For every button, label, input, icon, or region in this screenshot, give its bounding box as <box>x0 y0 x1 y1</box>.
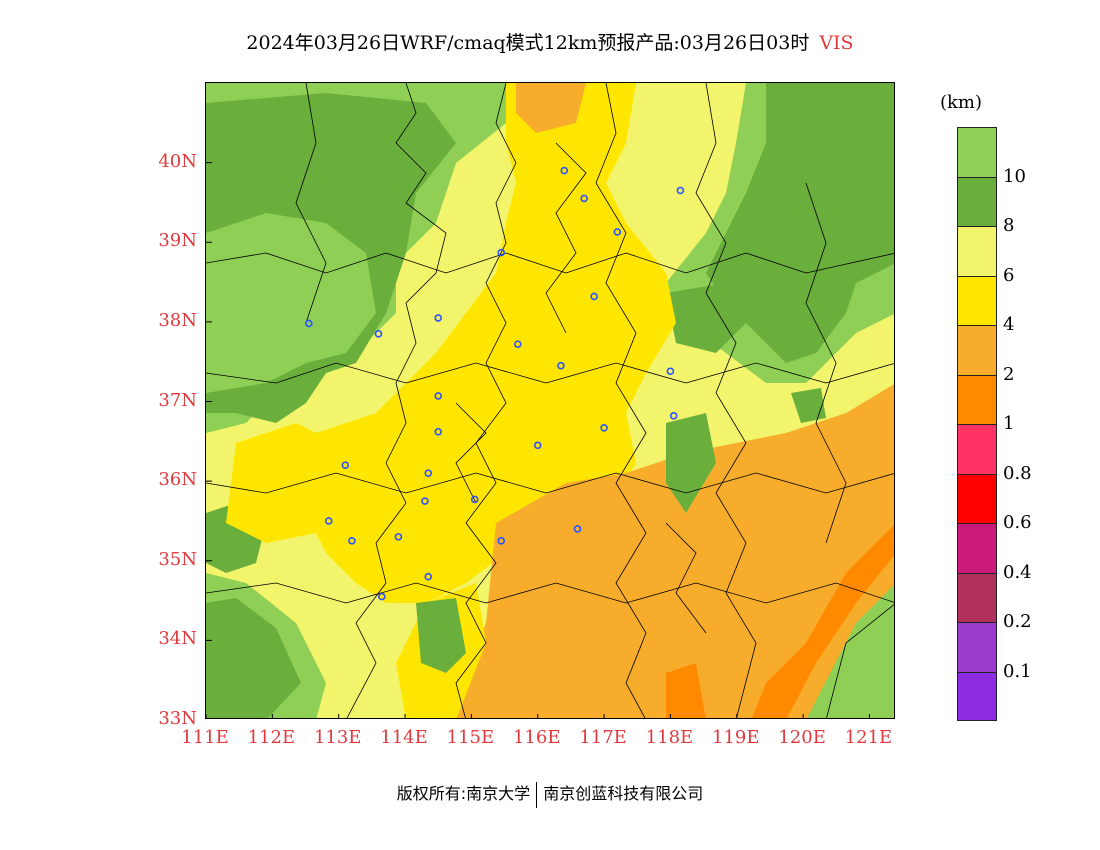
city-marker <box>434 427 443 436</box>
region-vis-8-10-sw <box>206 598 301 718</box>
legend-tick-label: 0.2 <box>1003 611 1032 632</box>
lon-label-117E: 117E <box>579 727 627 748</box>
city-marker <box>305 319 313 328</box>
city-marker <box>394 533 403 541</box>
city-marker <box>470 495 479 504</box>
lat-label-37N: 37N <box>158 389 197 411</box>
lon-label-120E: 120E <box>778 727 826 748</box>
lon-label-118E: 118E <box>645 727 694 748</box>
color-legend <box>957 127 997 721</box>
lat-label-33N: 33N <box>158 708 197 729</box>
lon-label-116E: 116E <box>512 727 561 748</box>
admin-boundaries <box>206 83 894 718</box>
lon-label-114E: 114E <box>380 727 428 748</box>
legend-tick-label: 6 <box>1003 264 1015 286</box>
region-vis-2-4-north <box>516 83 586 133</box>
title-text: 2024年03月26日WRF/cmaq模式12km预报产品:03月26日03时 <box>246 32 810 54</box>
legend-tick-label: 0.4 <box>1003 561 1032 583</box>
lon-label-121E: 121E <box>844 727 893 748</box>
city-marker <box>590 292 598 301</box>
legend-swatch-4 <box>957 325 997 375</box>
city-marker <box>669 412 678 420</box>
lat-label-35N: 35N <box>158 548 197 570</box>
lon-label-112E: 112E <box>247 727 296 748</box>
city-marker <box>374 330 383 338</box>
variable-name: VIS <box>819 32 854 54</box>
city-marker <box>341 461 350 470</box>
lon-label-115E: 115E <box>446 727 495 748</box>
city-marker <box>533 441 542 450</box>
lat-label-34N: 34N <box>158 628 197 650</box>
city-marker <box>424 572 433 581</box>
region-vis-2-4-south <box>456 384 894 718</box>
company-text: 南京创蓝科技有限公司 <box>543 784 704 803</box>
region-vis-8-10-south-patch <box>416 598 466 673</box>
legend-swatch-5 <box>957 374 997 424</box>
legend-tick-label: 1 <box>1003 413 1015 434</box>
city-marker <box>666 367 675 376</box>
city-marker <box>348 537 356 545</box>
region-vis-8-10-east-patch <box>666 413 716 513</box>
legend-unit: (km) <box>940 92 983 113</box>
city-marker <box>434 392 443 400</box>
city-marker <box>580 194 588 203</box>
legend-swatch-8 <box>957 523 997 573</box>
city-marker <box>676 186 685 195</box>
lat-label-36N: 36N <box>158 469 197 491</box>
city-marker <box>421 497 429 505</box>
forecast-map <box>205 82 895 719</box>
region-vis-8-10-ne <box>706 83 894 363</box>
legend-tick-label: 10 <box>1003 165 1026 187</box>
legend-tick-label: 0.8 <box>1003 462 1032 484</box>
city-marker <box>497 248 506 257</box>
city-marker <box>573 525 582 533</box>
legend-swatch-2 <box>957 226 997 276</box>
city-markers <box>305 166 685 601</box>
legend-swatch-11 <box>957 671 997 721</box>
lon-label-119E: 119E <box>712 727 760 748</box>
city-marker <box>613 228 622 236</box>
legend-swatch-7 <box>957 473 997 523</box>
map-title: 2024年03月26日WRF/cmaq模式12km预报产品:03月26日03时 V… <box>0 28 1100 55</box>
legend-tick-label: 0.6 <box>1003 512 1032 533</box>
footer: 版权所有:南京大学 南京创蓝科技有限公司 <box>0 780 1100 808</box>
legend-tick-label: 8 <box>1003 215 1015 236</box>
legend-swatch-9 <box>957 572 997 622</box>
region-vis-4-6-west <box>226 423 346 543</box>
legend-tick-label: 2 <box>1003 363 1015 385</box>
city-marker <box>600 423 608 432</box>
city-marker <box>434 314 443 322</box>
city-marker <box>497 537 506 545</box>
legend-swatch-10 <box>957 622 997 672</box>
city-marker <box>557 361 565 370</box>
region-vis-gt10-se <box>807 585 894 718</box>
region-vis-1-2-patch <box>666 663 706 718</box>
city-marker <box>378 592 386 601</box>
city-marker <box>560 166 569 175</box>
legend-swatch-1 <box>957 176 997 226</box>
lon-label-111E: 111E <box>181 727 229 748</box>
lon-label-113E: 113E <box>313 727 362 748</box>
legend-swatch-0 <box>957 127 997 177</box>
city-marker <box>514 340 522 348</box>
lat-label-39N: 39N <box>158 230 197 252</box>
footer-separator <box>536 781 538 808</box>
region-vis-8-10-shandong <box>791 388 826 423</box>
lat-label-40N: 40N <box>158 150 197 172</box>
copyright-text: 版权所有:南京大学 <box>396 784 531 803</box>
region-vis-1-2-band <box>751 525 894 718</box>
legend-tick-label: 0.1 <box>1003 660 1032 682</box>
legend-tick-label: 4 <box>1003 314 1015 335</box>
legend-swatch-6 <box>957 424 997 474</box>
city-marker <box>324 517 333 525</box>
region-vis-gt10-west-inner <box>206 213 376 393</box>
map-canvas <box>206 83 894 718</box>
city-marker <box>424 469 433 477</box>
region-vis-8-10-nw-patch <box>666 283 746 353</box>
legend-swatch-3 <box>957 275 997 325</box>
lat-label-38N: 38N <box>158 309 197 331</box>
